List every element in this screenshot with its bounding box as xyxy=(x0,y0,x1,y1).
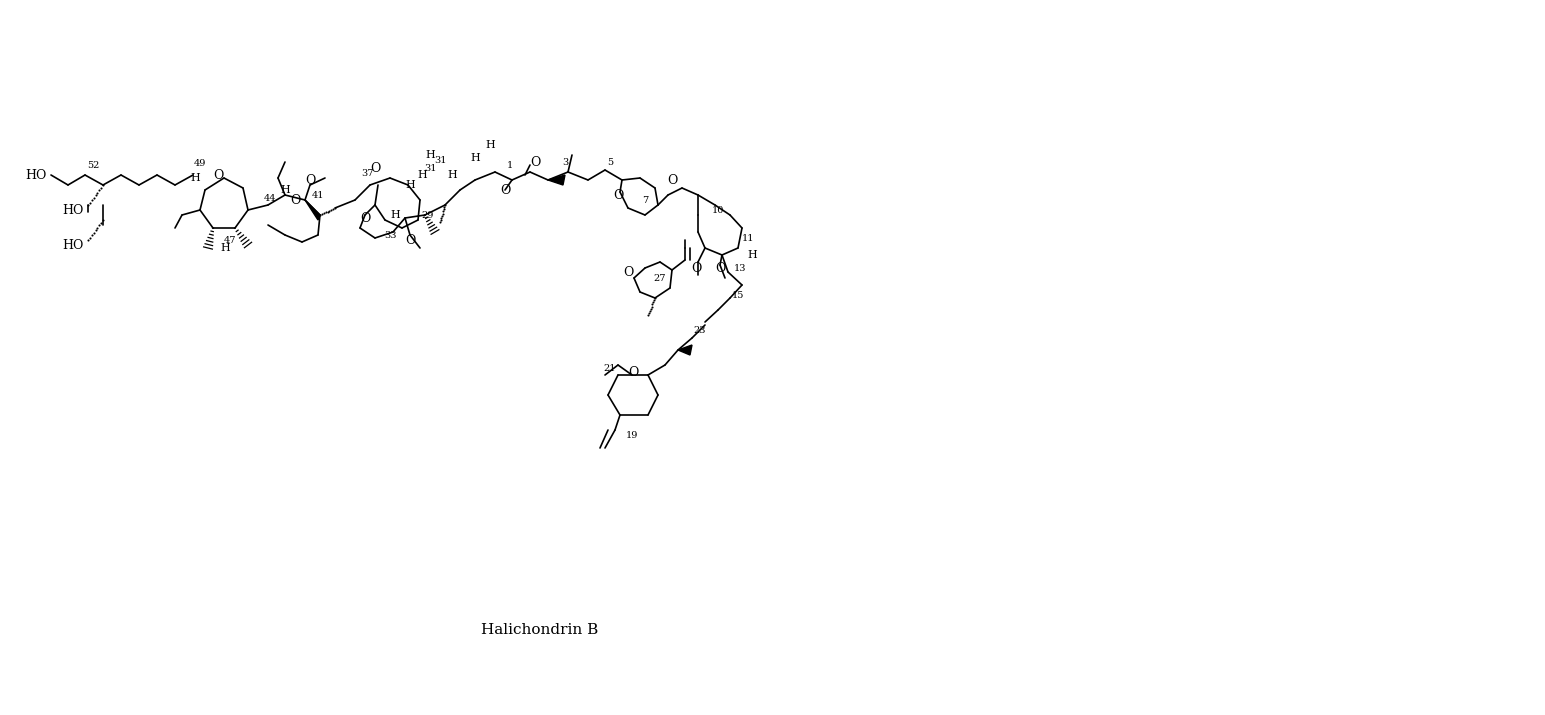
Text: 27: 27 xyxy=(654,274,666,282)
Text: H: H xyxy=(280,185,290,195)
Text: O: O xyxy=(360,212,371,225)
Text: 47: 47 xyxy=(224,235,236,245)
Text: 13: 13 xyxy=(734,264,746,272)
Text: O: O xyxy=(667,174,677,187)
Text: HO: HO xyxy=(25,169,46,182)
Polygon shape xyxy=(678,345,692,355)
Text: 37: 37 xyxy=(360,169,374,177)
Text: 31: 31 xyxy=(434,155,447,164)
Text: H: H xyxy=(219,243,230,253)
Text: H: H xyxy=(190,173,199,183)
Text: Halichondrin B: Halichondrin B xyxy=(482,623,598,637)
Text: 19: 19 xyxy=(626,430,638,440)
Text: 49: 49 xyxy=(193,159,205,167)
Text: 23: 23 xyxy=(694,325,706,335)
Text: H: H xyxy=(417,170,426,180)
Text: 15: 15 xyxy=(732,290,745,300)
Text: H: H xyxy=(391,210,400,220)
Text: H: H xyxy=(485,140,494,150)
Text: 31: 31 xyxy=(423,164,436,172)
Text: 41: 41 xyxy=(312,190,324,199)
Polygon shape xyxy=(548,175,565,185)
Text: 44: 44 xyxy=(264,194,277,202)
Text: O: O xyxy=(530,155,541,169)
Text: H: H xyxy=(470,153,480,163)
Text: 5: 5 xyxy=(607,157,613,167)
Text: HO: HO xyxy=(62,204,83,217)
Text: H: H xyxy=(447,170,457,180)
Text: 52: 52 xyxy=(87,160,99,169)
Text: O: O xyxy=(290,194,300,207)
Polygon shape xyxy=(304,200,320,220)
Text: 10: 10 xyxy=(712,205,725,214)
Text: O: O xyxy=(613,189,623,202)
Text: 7: 7 xyxy=(641,195,647,204)
Text: O: O xyxy=(627,365,638,378)
Text: O: O xyxy=(501,184,510,197)
Text: H: H xyxy=(405,180,416,190)
Text: 21: 21 xyxy=(604,363,616,373)
Text: O: O xyxy=(405,234,416,247)
Text: 1: 1 xyxy=(507,160,513,169)
Text: 33: 33 xyxy=(383,230,396,240)
Text: 29: 29 xyxy=(422,210,434,220)
Text: O: O xyxy=(691,262,701,275)
Text: H: H xyxy=(425,150,434,160)
Text: 11: 11 xyxy=(742,234,754,242)
Text: H: H xyxy=(748,250,757,260)
Text: O: O xyxy=(304,174,315,187)
Text: O: O xyxy=(715,262,725,275)
Text: HO: HO xyxy=(62,239,83,252)
Text: O: O xyxy=(369,162,380,174)
Text: O: O xyxy=(623,265,633,279)
Text: O: O xyxy=(213,169,222,182)
Text: 3: 3 xyxy=(562,157,569,167)
